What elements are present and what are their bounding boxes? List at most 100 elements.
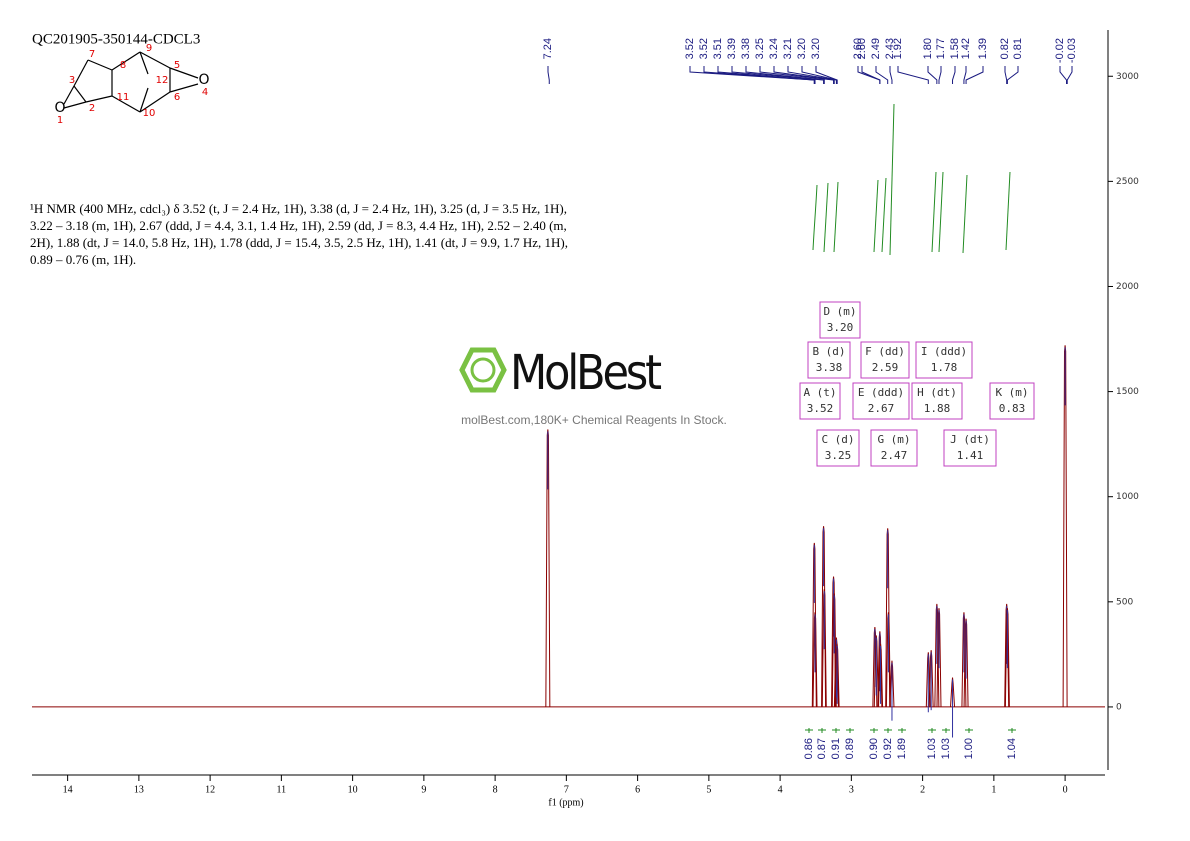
peak-label: 1.80	[922, 38, 934, 59]
peak-label-leader	[547, 66, 550, 84]
multiplet-label: H (dt)	[917, 386, 957, 399]
peak	[928, 650, 934, 707]
atom-number: 3	[69, 75, 75, 86]
multiplet-label: J (dt)	[950, 433, 990, 446]
watermark-tagline: molBest.com,180K+ Chemical Reagents In S…	[461, 413, 727, 427]
integral-bracket	[818, 728, 826, 733]
peak-label: -0.03	[1066, 38, 1078, 63]
spectrum-title: QC201905-350144-CDCL3	[32, 31, 200, 47]
peak-label: 3.20	[810, 38, 822, 59]
peak-label-leader	[1004, 66, 1008, 84]
multiplet-label: C (d)	[821, 433, 854, 446]
peak	[811, 542, 817, 707]
atom-number: 11	[117, 92, 130, 103]
peak-label-leader	[875, 66, 889, 84]
integral-bracket	[928, 728, 936, 733]
multiplet-box	[915, 341, 973, 379]
peak	[1062, 345, 1068, 707]
integral-curve	[931, 171, 937, 253]
integral-label: 0.92	[882, 738, 894, 759]
multiplet-shift: 2.67	[868, 402, 895, 415]
peak	[873, 635, 879, 707]
y-tick-label: 1000	[1116, 492, 1139, 502]
peak-label: 1.92	[892, 38, 904, 59]
multiplet-shift: 3.52	[807, 402, 834, 415]
multiplet-shift: 2.47	[881, 449, 908, 462]
multiplet-label: I (ddd)	[921, 345, 967, 358]
peak	[936, 608, 942, 707]
x-tick-label: 11	[277, 784, 287, 795]
integral-curve	[889, 103, 895, 256]
peak-label: 3.38	[740, 38, 752, 59]
atom-number: 2	[89, 103, 95, 114]
atom-number: 1	[57, 115, 63, 126]
peak-label: 3.24	[768, 38, 780, 59]
x-tick-label: 5	[706, 784, 711, 795]
x-tick-label: 14	[63, 784, 73, 795]
peak-label-leader	[965, 66, 984, 84]
integral-curve	[881, 177, 887, 253]
peak-label-leader	[815, 66, 838, 84]
multiplet-label: E (ddd)	[858, 386, 904, 399]
peak-label: 1.42	[960, 38, 972, 59]
integral-curve	[833, 181, 839, 253]
peak-label-leader	[703, 66, 815, 84]
multiplet-box	[860, 341, 910, 379]
peak	[1004, 608, 1010, 707]
peak	[821, 589, 827, 707]
x-tick-label: 3	[849, 784, 854, 795]
atom-number: 9	[146, 43, 152, 54]
peak	[885, 612, 891, 707]
peak	[925, 652, 931, 707]
peak	[812, 612, 818, 707]
x-tick-label: 4	[778, 784, 783, 795]
peak-label: 3.21	[782, 38, 794, 59]
peak	[963, 618, 969, 707]
y-tick-label: 2000	[1116, 282, 1139, 292]
y-tick-label: 1500	[1116, 387, 1139, 397]
multiplet-box	[870, 429, 918, 467]
atom-number: 4	[202, 87, 208, 98]
atom-number: 7	[89, 49, 95, 60]
multiplet-shift: 2.59	[872, 361, 899, 374]
peak-label: 2.60	[852, 38, 864, 59]
integral-label: 1.03	[926, 738, 938, 759]
oxygen-atom: O	[54, 100, 65, 116]
peak-label: 2.43	[884, 38, 896, 59]
peak-label-leader	[861, 66, 881, 84]
nmr-description: ¹H NMR (400 MHz, cdcl₃) δ 3.52 (t, J = 2…	[30, 201, 568, 267]
integral-label: 0.89	[844, 738, 856, 759]
integral-bracket	[846, 728, 854, 733]
x-tick-label: 2	[920, 784, 925, 795]
logo-ring	[470, 357, 496, 383]
multiplet-label: A (t)	[803, 386, 836, 399]
multiplet-box	[989, 382, 1035, 420]
multiplet-label: F (dd)	[865, 345, 905, 358]
x-tick-label: 7	[564, 784, 569, 795]
peak-label-leader	[1006, 66, 1019, 84]
peak-label-leader	[745, 66, 825, 84]
peak-label-leader	[952, 66, 956, 84]
multiplet-shift: 3.20	[827, 321, 854, 334]
multiplet-shift: 1.88	[924, 402, 951, 415]
peak-label: 1.58	[949, 38, 961, 59]
multiplet-box	[943, 429, 997, 467]
multiplet-label: G (m)	[877, 433, 910, 446]
multiplet-shift: 1.78	[931, 361, 958, 374]
atom-number: 5	[174, 60, 180, 71]
integral-bracket	[1008, 728, 1016, 733]
multiplet-box	[807, 341, 851, 379]
x-tick-label: 1	[991, 784, 996, 795]
atom-number: 12	[156, 75, 169, 86]
peak-label-leader	[938, 66, 942, 84]
multiplet-box	[816, 429, 860, 467]
peak-label: 2.60	[856, 38, 868, 59]
integral-bracket	[870, 728, 878, 733]
integral-label: 0.87	[816, 738, 828, 759]
y-tick-label: 2500	[1116, 177, 1139, 187]
multiplet-shift: 1.41	[957, 449, 984, 462]
integral-label: 0.86	[803, 738, 815, 759]
integral-curve	[962, 174, 968, 254]
multiplet-shift: 3.25	[825, 449, 852, 462]
